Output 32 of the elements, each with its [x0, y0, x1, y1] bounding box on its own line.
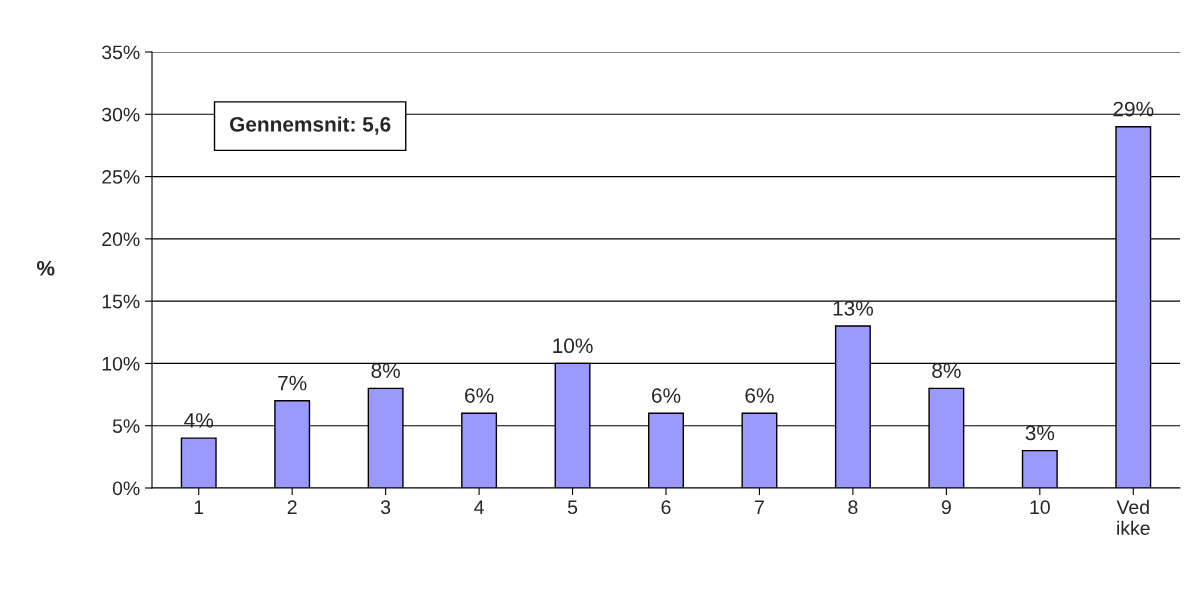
data-label: 8% — [371, 363, 400, 378]
y-tick-label: 0% — [112, 481, 140, 496]
y-tick-label: 5% — [112, 419, 140, 433]
x-tick-label: 7 — [755, 500, 764, 514]
y-tick-label: 25% — [102, 170, 140, 184]
data-label: 4% — [184, 413, 214, 428]
y-tick-label: 10% — [102, 356, 140, 371]
data-label: 29% — [1113, 101, 1154, 117]
x-tick-label: 3 — [380, 500, 391, 515]
y-tick-label: 35% — [102, 45, 140, 60]
x-tick-label: 4 — [474, 500, 484, 514]
y-axis-title: % — [36, 260, 55, 276]
data-label: 6% — [745, 388, 774, 403]
data-label: 13% — [833, 300, 874, 316]
x-tick-label: 1 — [194, 500, 204, 514]
x-tick-label: 2 — [287, 500, 297, 514]
data-label: 3% — [1025, 425, 1055, 441]
data-label: 7% — [278, 375, 307, 391]
data-label: 6% — [652, 388, 681, 403]
x-tick-label: Ved ikke — [1116, 499, 1150, 536]
data-label: 8% — [932, 363, 961, 378]
data-label: 6% — [465, 388, 494, 403]
annotation: Gennemsnit: 5,6 — [229, 116, 391, 135]
data-label: 10% — [553, 338, 593, 354]
x-tick-label: 9 — [941, 500, 951, 515]
x-tick-label: 10 — [1030, 500, 1050, 515]
x-tick-label: 5 — [567, 500, 578, 515]
y-tick-label: 30% — [102, 107, 140, 122]
y-tick-label: 15% — [102, 294, 140, 309]
y-tick-label: 20% — [102, 232, 140, 247]
x-tick-label: 8 — [848, 500, 858, 515]
x-tick-label: 6 — [661, 500, 671, 515]
